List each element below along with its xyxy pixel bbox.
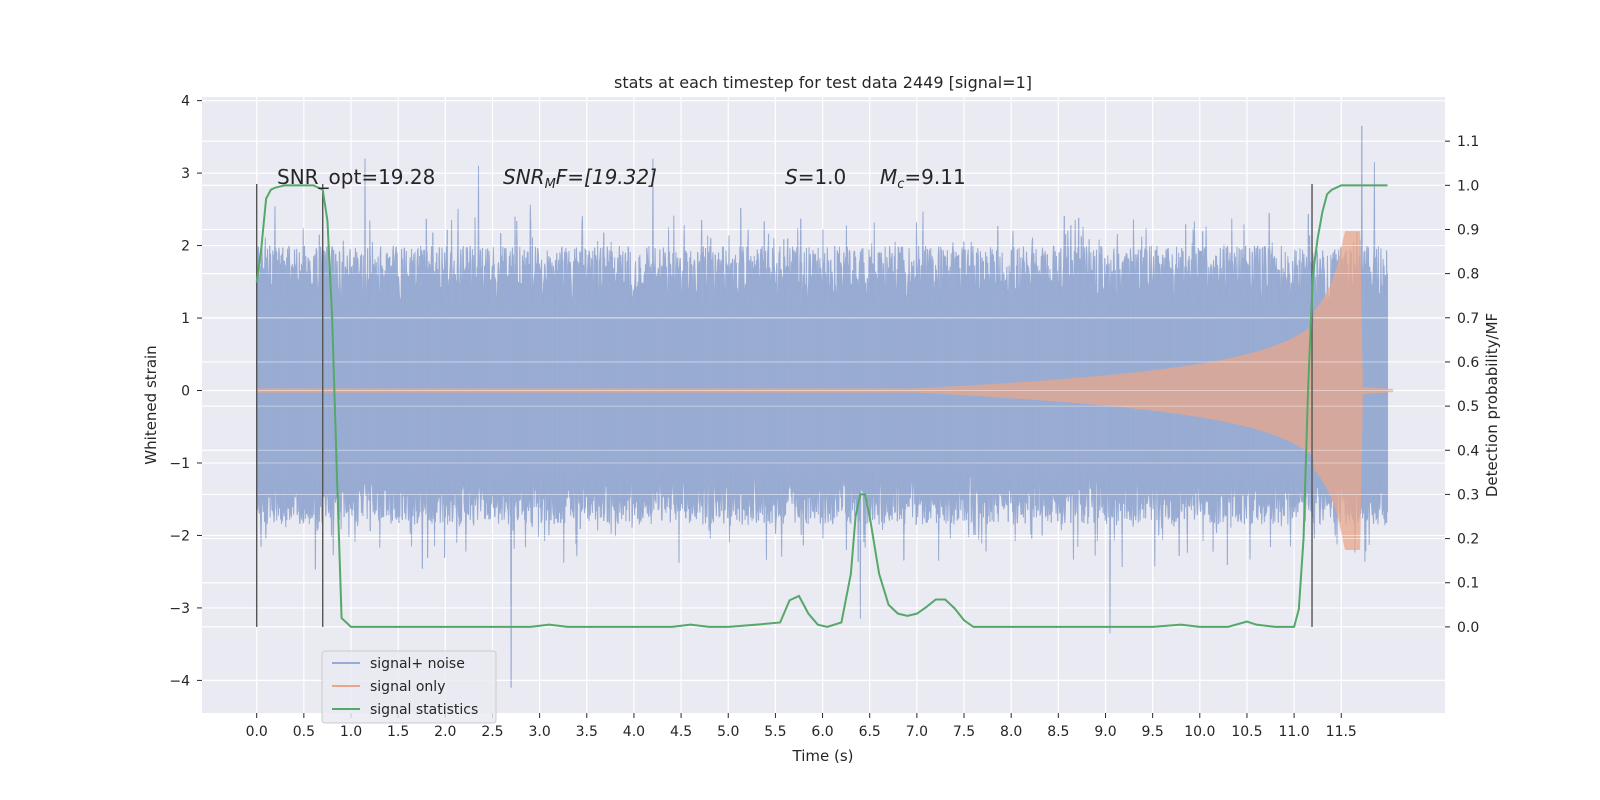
y-left-tick-label: −2 (169, 528, 190, 544)
x-tick-label: 4.0 (623, 724, 645, 740)
chart-title: stats at each timestep for test data 244… (614, 73, 1032, 92)
x-tick-label: 2.0 (434, 724, 456, 740)
x-tick-label: 1.0 (340, 724, 362, 740)
y-right-tick-label: 0.6 (1457, 355, 1479, 371)
y-left-tick-label: −3 (169, 601, 190, 617)
x-tick-label: 1.5 (387, 724, 409, 740)
x-tick-label: 5.0 (717, 724, 739, 740)
x-axis-ticks: 0.0 0.5 1.0 1.5 2.0 2.5 3.0 3.5 4.0 4.5 5.0 5.5 6.0 6… (246, 713, 1357, 740)
annotation-mc-sub: c (897, 177, 904, 192)
y-right-tick-label: 1.0 (1457, 178, 1479, 194)
legend-label-signal: signal only (370, 679, 445, 695)
y-left-tick-label: 1 (181, 311, 190, 327)
y-axis-right-ticks: 0.0 0.1 0.2 0.3 0.4 0.5 0.6 0.7 0.8 0.9 1.0 1.1 (1445, 134, 1479, 636)
y-right-tick-label: 0.0 (1457, 620, 1479, 636)
x-tick-label: 5.5 (764, 724, 786, 740)
y-left-tick-label: 2 (181, 239, 190, 255)
x-tick-label: 9.5 (1142, 724, 1164, 740)
y-right-tick-label: 0.5 (1457, 399, 1479, 415)
x-tick-label: 10.5 (1231, 724, 1262, 740)
y-right-tick-label: 0.8 (1457, 267, 1479, 283)
x-tick-label: 7.0 (906, 724, 928, 740)
x-tick-label: 8.0 (1000, 724, 1022, 740)
y-left-tick-label: 3 (181, 166, 190, 182)
annotation-snr-opt: SNR_opt=19.28 (277, 165, 435, 189)
x-tick-label: 3.0 (528, 724, 550, 740)
y-left-tick-label: 4 (181, 94, 190, 110)
x-tick-label: 11.5 (1326, 724, 1357, 740)
statistics-line (255, 184, 1388, 628)
x-tick-label: 10.0 (1184, 724, 1215, 740)
x-tick-label: 9.0 (1094, 724, 1116, 740)
x-axis-label: Time (s) (792, 747, 854, 765)
y-right-tick-label: 0.2 (1457, 532, 1479, 548)
y-axis-label-right: Detection probability/MF (1483, 313, 1501, 497)
legend-frame (321, 650, 497, 724)
x-tick-label: 0.5 (293, 724, 315, 740)
y-left-tick-label: 0 (181, 384, 190, 400)
y-right-tick-label: 0.1 (1457, 576, 1479, 592)
x-tick-label: 6.5 (859, 724, 881, 740)
annotation-mc-rest: =9.11 (904, 165, 965, 189)
x-tick-label: 0.0 (246, 724, 268, 740)
y-axis-left-ticks: −4 −3 −2 −1 0 1 2 3 4 (169, 94, 202, 689)
signal-only-series (202, 100, 1445, 681)
x-tick-label: 11.0 (1279, 724, 1310, 740)
x-tick-label: 6.0 (811, 724, 833, 740)
y-right-tick-label: 0.3 (1457, 487, 1479, 503)
x-tick-label: 8.5 (1047, 724, 1069, 740)
legend-label-statistics: signal statistics (370, 702, 478, 718)
annotation-snr-mf-sub: M (545, 177, 556, 192)
annotation-snr-mf-rest: F=[19.32] (556, 165, 657, 189)
y-right-tick-label: 1.1 (1457, 134, 1479, 150)
annotation-snr-mf: SNRMF=[19.32] (503, 165, 657, 192)
x-tick-label: 3.5 (576, 724, 598, 740)
y-left-tick-label: −1 (169, 456, 190, 472)
y-right-tick-label: 0.7 (1457, 311, 1479, 327)
y-right-tick-label: 0.4 (1457, 443, 1479, 459)
annotation-s-main: S (785, 165, 798, 189)
signal-statistics-series (255, 184, 1388, 628)
signal-noise-series (256, 125, 1388, 688)
y-left-tick-label: −4 (169, 673, 190, 689)
y-right-tick-label: 0.9 (1457, 222, 1479, 238)
annotation-s-rest: =1.0 (798, 165, 847, 189)
y-axis-label-left: Whitened strain (142, 345, 160, 464)
x-tick-label: 4.5 (670, 724, 692, 740)
x-tick-label: 2.5 (481, 724, 503, 740)
annotation-snr-mf-main: SNR (503, 165, 545, 189)
annotation-mc-main: M (880, 165, 897, 189)
legend-label-noise: signal+ noise (370, 656, 465, 672)
legend: signal+ noise signal only signal statist… (321, 650, 497, 724)
x-tick-label: 7.5 (953, 724, 975, 740)
annotation-mc: Mc=9.11 (880, 165, 966, 192)
vertical-markers (255, 183, 1313, 627)
annotation-s: S=1.0 (785, 165, 846, 189)
